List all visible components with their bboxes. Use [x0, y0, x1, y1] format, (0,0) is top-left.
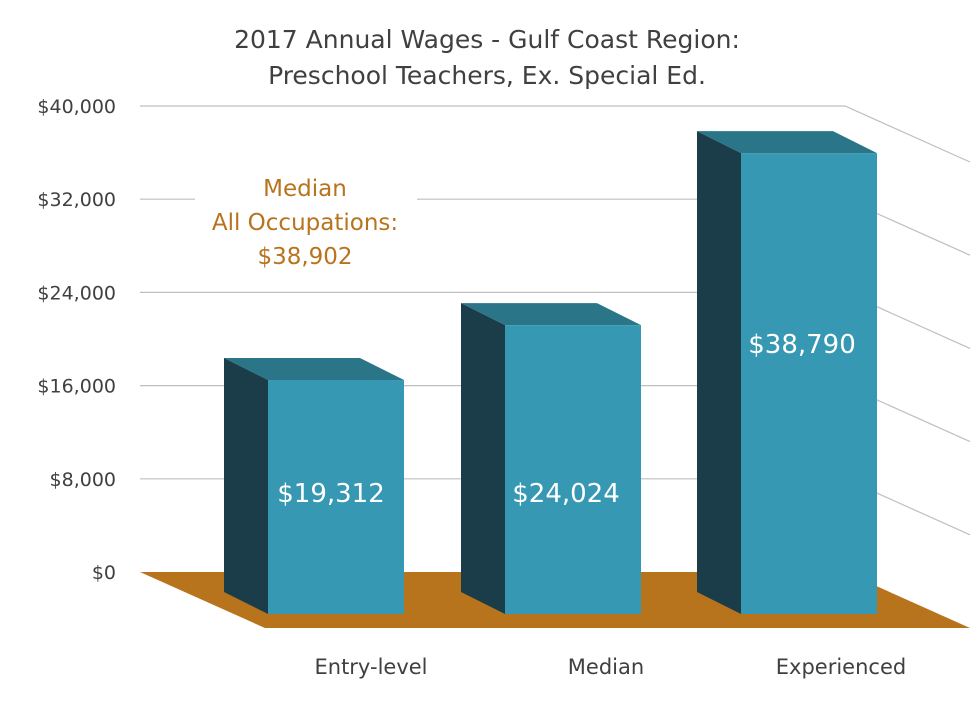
- bar: [741, 153, 877, 614]
- bar-side-face: [697, 131, 741, 614]
- y-tick-label: $16,000: [37, 376, 116, 398]
- annotation-line-1: Median: [263, 176, 347, 202]
- y-tick-label: $8,000: [50, 469, 116, 491]
- y-tick-label: $32,000: [37, 189, 116, 211]
- x-tick-label: Median: [568, 655, 644, 679]
- bar-top-face: [697, 131, 877, 154]
- data-label: $24,024: [512, 479, 620, 509]
- data-label: $38,790: [748, 330, 856, 360]
- chart-title-line-1: 2017 Annual Wages - Gulf Coast Region:: [234, 25, 740, 54]
- data-label: $19,312: [277, 479, 385, 509]
- bar-side-face: [224, 358, 268, 614]
- bar: [505, 325, 641, 614]
- y-tick-label: $40,000: [37, 96, 116, 118]
- x-tick-label: Experienced: [776, 655, 906, 679]
- bar-side-face: [461, 303, 505, 614]
- annotation-line-2: All Occupations:: [212, 210, 398, 236]
- x-tick-label: Entry-level: [314, 655, 427, 679]
- bar-top-face: [224, 358, 404, 381]
- gridline: [140, 105, 971, 163]
- y-tick-label: $0: [92, 562, 116, 584]
- annotation-box: [195, 170, 417, 275]
- y-tick-label: $24,000: [37, 282, 116, 304]
- bar-top-face: [461, 303, 641, 326]
- bar: [268, 380, 404, 614]
- annotation-line-3: $38,902: [257, 244, 352, 270]
- chart-title-line-2: Preschool Teachers, Ex. Special Ed.: [268, 61, 706, 90]
